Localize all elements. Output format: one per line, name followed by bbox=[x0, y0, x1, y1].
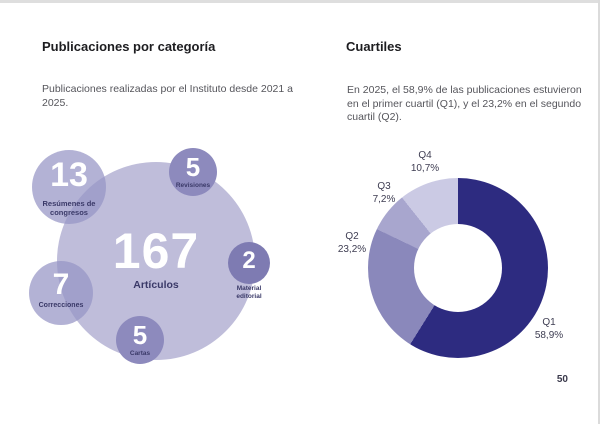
right-section-description: En 2025, el 58,9% de las publicaciones e… bbox=[347, 84, 582, 123]
q4-name: Q4 bbox=[418, 150, 432, 161]
q2-name: Q2 bbox=[345, 231, 359, 242]
bubble-correcciones bbox=[29, 261, 93, 325]
page-top-edge bbox=[0, 0, 600, 3]
page-right-edge bbox=[598, 0, 600, 424]
revisiones-value: 5 bbox=[185, 152, 201, 182]
quartiles-donut-chart bbox=[368, 178, 548, 358]
bubble-material-editorial bbox=[228, 242, 270, 284]
revisiones-label: Revisiones bbox=[175, 182, 211, 189]
bubble-text-resumenes: 13 Resúmenes de congresos bbox=[36, 156, 102, 217]
donut-label-q4: Q4 10,7% bbox=[400, 150, 450, 175]
material-label: Material editorial bbox=[236, 285, 262, 300]
resumenes-value: 13 bbox=[50, 156, 88, 194]
material-value: 2 bbox=[242, 247, 256, 274]
bubble-revisiones bbox=[169, 148, 217, 196]
bubble-text-material: 2 Material editorial bbox=[227, 249, 271, 301]
cartas-label: Cartas bbox=[129, 350, 151, 357]
bubble-text-correcciones: 7 Correcciones bbox=[26, 268, 96, 310]
q3-name: Q3 bbox=[377, 181, 391, 192]
cartas-value: 5 bbox=[132, 320, 148, 350]
donut-label-q3: Q3 7,2% bbox=[358, 181, 410, 206]
right-section-title: Cuartiles bbox=[346, 39, 402, 54]
left-section-description: Publicaciones realizadas por el Institut… bbox=[42, 83, 293, 109]
bubble-text-revisiones: 5 Revisiones bbox=[163, 152, 223, 189]
articulos-label: Artículos bbox=[133, 279, 179, 291]
donut-label-q1: Q1 58,9% bbox=[523, 317, 575, 342]
bubble-text-cartas: 5 Cartas bbox=[110, 320, 170, 357]
bubble-text-articulos: 167 Artículos bbox=[76, 223, 236, 291]
donut-label-q2: Q2 23,2% bbox=[326, 231, 378, 256]
donut-hole bbox=[414, 224, 502, 312]
q1-percent: 58,9% bbox=[534, 329, 564, 341]
bubble-cartas bbox=[116, 316, 164, 364]
resumenes-label: Resúmenes de congresos bbox=[42, 199, 96, 217]
q4-percent: 10,7% bbox=[410, 162, 440, 174]
q2-percent: 23,2% bbox=[337, 243, 367, 255]
q3-percent: 7,2% bbox=[372, 193, 396, 205]
correcciones-value: 7 bbox=[52, 268, 70, 301]
articulos-value: 167 bbox=[112, 223, 200, 279]
correcciones-label: Correcciones bbox=[38, 302, 84, 309]
q1-name: Q1 bbox=[542, 317, 556, 328]
page-number: 50 bbox=[556, 374, 568, 385]
bubble-resumenes-congresos bbox=[32, 150, 106, 224]
left-section-title: Publicaciones por categoría bbox=[42, 39, 216, 54]
